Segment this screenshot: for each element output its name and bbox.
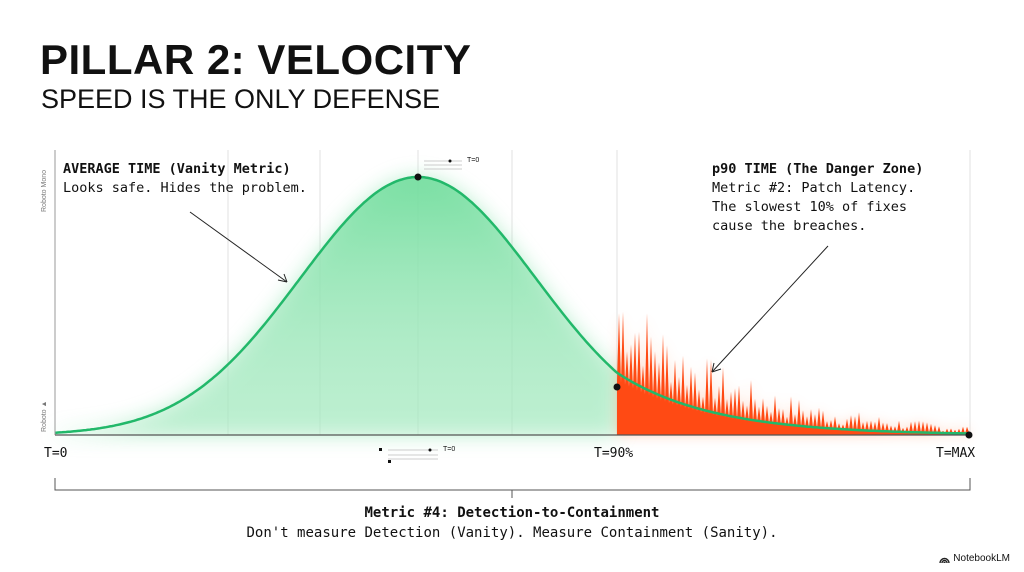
right-annotation-heading: p90 TIME (The Danger Zone) xyxy=(712,161,924,177)
right-annotation: p90 TIME (The Danger Zone) Metric #2: Pa… xyxy=(712,160,923,236)
right-arrow-head xyxy=(711,362,722,373)
left-annotation-heading: AVERAGE TIME (Vanity Metric) xyxy=(63,161,291,177)
left-annotation-text: Looks safe. Hides the problem. xyxy=(63,180,307,196)
notebooklm-logo: NotebookLM xyxy=(939,553,1010,564)
peak-point xyxy=(414,173,422,181)
right-annotation-line: The slowest 10% of fixes xyxy=(712,199,908,215)
right-arrow xyxy=(711,245,829,373)
left-arrow-head xyxy=(277,273,288,283)
right-annotation-line: Metric #2: Patch Latency. xyxy=(712,180,916,196)
notebooklm-icon xyxy=(939,557,950,563)
mini-label: T=0 xyxy=(443,446,456,453)
axis-label-bottom: Roboto ▲ xyxy=(41,400,48,432)
distribution-curve xyxy=(55,175,970,435)
danger-zone-spikes xyxy=(617,311,970,435)
peak-label: T=0 xyxy=(467,157,480,164)
tick-t90: T=90% xyxy=(594,446,634,461)
left-arrow xyxy=(189,211,288,283)
bracket xyxy=(54,478,971,491)
bottom-text: Don't measure Detection (Vanity). Measur… xyxy=(246,525,778,541)
p90-point xyxy=(613,383,621,391)
tick-tmax: T=MAX xyxy=(936,446,976,461)
logo-text: NotebookLM xyxy=(953,553,1010,564)
max-point xyxy=(965,431,973,439)
axis-label-top: Roboto Mono xyxy=(41,169,48,212)
slide-subtitle: SPEED IS THE ONLY DEFENSE xyxy=(41,84,441,114)
slide-title: PILLAR 2: VELOCITY xyxy=(40,36,472,83)
peak-legend-glyph xyxy=(424,160,462,170)
tick-t0: T=0 xyxy=(44,446,68,461)
curve-fill xyxy=(55,177,617,435)
bottom-heading: Metric #4: Detection-to-Containment xyxy=(364,505,660,521)
right-annotation-line: cause the breaches. xyxy=(712,218,867,234)
left-annotation: AVERAGE TIME (Vanity Metric) Looks safe.… xyxy=(63,160,307,198)
